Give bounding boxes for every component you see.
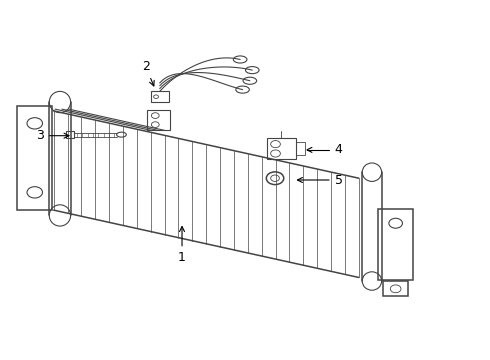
Text: 4: 4	[307, 143, 343, 156]
Bar	[296, 143, 305, 155]
Bar	[383, 281, 408, 296]
Bar	[66, 131, 74, 138]
Text: 5: 5	[297, 174, 343, 186]
Text: 3: 3	[36, 129, 69, 142]
Bar	[147, 110, 171, 130]
Text: 2: 2	[142, 60, 154, 86]
Bar	[17, 105, 52, 210]
Bar	[378, 209, 413, 280]
Bar	[150, 91, 169, 102]
Text: 1: 1	[178, 226, 186, 265]
Bar	[267, 138, 296, 159]
